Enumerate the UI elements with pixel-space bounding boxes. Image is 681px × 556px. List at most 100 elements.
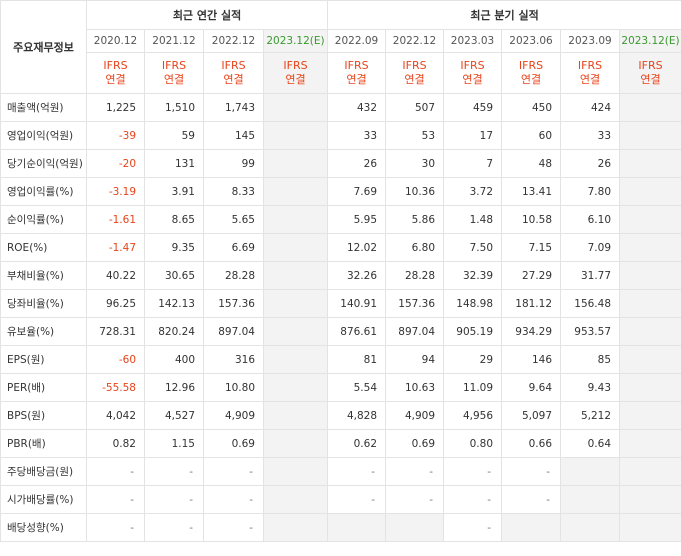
table-row: EPS(원) -60 400 316 81 94 29 146 85	[0, 345, 681, 374]
table-cell: 450	[501, 93, 562, 122]
table-cell: 7	[443, 149, 503, 178]
table-cell: 8.65	[144, 205, 204, 234]
table-cell: 0.66	[501, 429, 562, 458]
row-label: 당좌비율(%)	[0, 289, 87, 318]
table-cell: 85	[560, 345, 621, 374]
table-cell: 10.80	[203, 373, 264, 402]
row-label: BPS(원)	[0, 401, 87, 430]
table-cell: 146	[501, 345, 562, 374]
table-cell: 0.80	[443, 429, 503, 458]
table-cell: 4,909	[203, 401, 264, 430]
table-cell	[262, 485, 329, 514]
table-cell: 0.69	[385, 429, 445, 458]
table-cell	[262, 317, 329, 346]
table-cell: -	[144, 457, 204, 486]
table-cell	[262, 373, 329, 402]
table-cell: 432	[327, 93, 387, 122]
table-cell: -	[86, 513, 145, 542]
table-cell: 7.80	[560, 177, 621, 206]
table-cell: 28.28	[385, 261, 445, 290]
table-cell: -	[86, 485, 145, 514]
table-cell	[619, 205, 681, 234]
table-cell: 28.28	[203, 261, 264, 290]
table-cell	[262, 289, 329, 318]
table-cell	[619, 177, 681, 206]
basis-consolidated-label: 연결	[163, 73, 185, 86]
table-cell	[619, 485, 681, 514]
table-cell: 33	[327, 121, 387, 150]
table-row: 영업이익률(%) -3.19 3.91 8.33 7.69 10.36 3.72 13.41 7…	[0, 177, 681, 206]
period-header: 2023.03	[443, 29, 503, 53]
table-cell: 1,743	[203, 93, 264, 122]
table-cell: 96.25	[86, 289, 145, 318]
table-cell: 7.09	[560, 233, 621, 262]
table-cell: 1.48	[443, 205, 503, 234]
accounting-basis-label: IFRS 연결	[144, 52, 204, 94]
table-cell: 13.41	[501, 177, 562, 206]
table-cell: 5.54	[327, 373, 387, 402]
accounting-basis-label: IFRS 연결	[86, 52, 145, 94]
table-cell: 59	[144, 121, 204, 150]
table-cell	[262, 457, 329, 486]
table-cell: 728.31	[86, 317, 145, 346]
table-cell: 156.48	[560, 289, 621, 318]
row-label: EPS(원)	[0, 345, 87, 374]
table-cell: 5.86	[385, 205, 445, 234]
table-row: 당기순이익(억원) -20 131 99 26 30 7 48 26	[0, 149, 681, 178]
row-label: PER(배)	[0, 373, 87, 402]
accounting-basis-label: IFRS 연결	[203, 52, 264, 94]
table-cell: 6.69	[203, 233, 264, 262]
basis-consolidated-label: 연결	[285, 73, 306, 86]
table-row: 유보율(%) 728.31 820.24 897.04 876.61 897.04 905.…	[0, 317, 681, 346]
table-row: PER(배) -55.58 12.96 10.80 5.54 10.63 11.09 9.64…	[0, 373, 681, 402]
table-cell: 10.36	[385, 177, 445, 206]
period-header: 2020.12	[86, 29, 145, 53]
basis-ifrs-label: IFRS	[161, 59, 187, 72]
basis-ifrs-label: IFRS	[402, 59, 427, 72]
table-cell: -	[501, 485, 562, 514]
table-row: ROE(%) -1.47 9.35 6.69 12.02 6.80 7.50 7.15 7.09	[0, 233, 681, 262]
table-cell: 157.36	[203, 289, 264, 318]
table-cell: 4,527	[144, 401, 204, 430]
table-cell: -20	[86, 149, 145, 178]
table-cell: 934.29	[501, 317, 562, 346]
table-cell	[619, 345, 681, 374]
table-cell: 17	[443, 121, 503, 150]
table-row: 영업이익(억원) -39 59 145 33 53 17 60 33	[0, 121, 681, 150]
table-cell	[619, 457, 681, 486]
table-cell	[262, 513, 329, 542]
table-cell: 507	[385, 93, 445, 122]
basis-ifrs-label: IFRS	[283, 59, 308, 72]
table-cell: 1.15	[144, 429, 204, 458]
row-label: 시가배당률(%)	[0, 485, 87, 514]
table-cell: -	[385, 457, 445, 486]
table-cell: 953.57	[560, 317, 621, 346]
table-cell: 140.91	[327, 289, 387, 318]
basis-consolidated-label: 연결	[105, 73, 126, 86]
table-cell: 7.15	[501, 233, 562, 262]
table-cell	[262, 429, 329, 458]
row-label: 배당성향(%)	[0, 513, 87, 542]
table-row: PBR(배) 0.82 1.15 0.69 0.62 0.69 0.80 0.66 0.64	[0, 429, 681, 458]
table-cell: 897.04	[203, 317, 264, 346]
table-cell: 30.65	[144, 261, 204, 290]
table-row: 배당성향(%) - - - -	[0, 513, 681, 542]
row-label: PBR(배)	[0, 429, 87, 458]
table-cell	[619, 149, 681, 178]
table-cell: -	[443, 457, 503, 486]
row-label: 매출액(억원)	[0, 93, 87, 122]
table-cell	[560, 457, 621, 486]
row-label: 주당배당금(원)	[0, 457, 87, 486]
basis-ifrs-label: IFRS	[221, 59, 246, 72]
table-cell	[560, 485, 621, 514]
table-row: 주당배당금(원) - - - - - - -	[0, 457, 681, 486]
table-cell	[501, 513, 562, 542]
table-cell	[619, 121, 681, 150]
table-row: 시가배당률(%) - - - - - - -	[0, 485, 681, 514]
table-row: 순이익률(%) -1.61 8.65 5.65 5.95 5.86 1.48 10.58 6.1…	[0, 205, 681, 234]
table-cell: 9.64	[501, 373, 562, 402]
table-cell: -3.19	[86, 177, 145, 206]
table-cell: 48	[501, 149, 562, 178]
table-cell	[619, 317, 681, 346]
row-label: 순이익률(%)	[0, 205, 87, 234]
